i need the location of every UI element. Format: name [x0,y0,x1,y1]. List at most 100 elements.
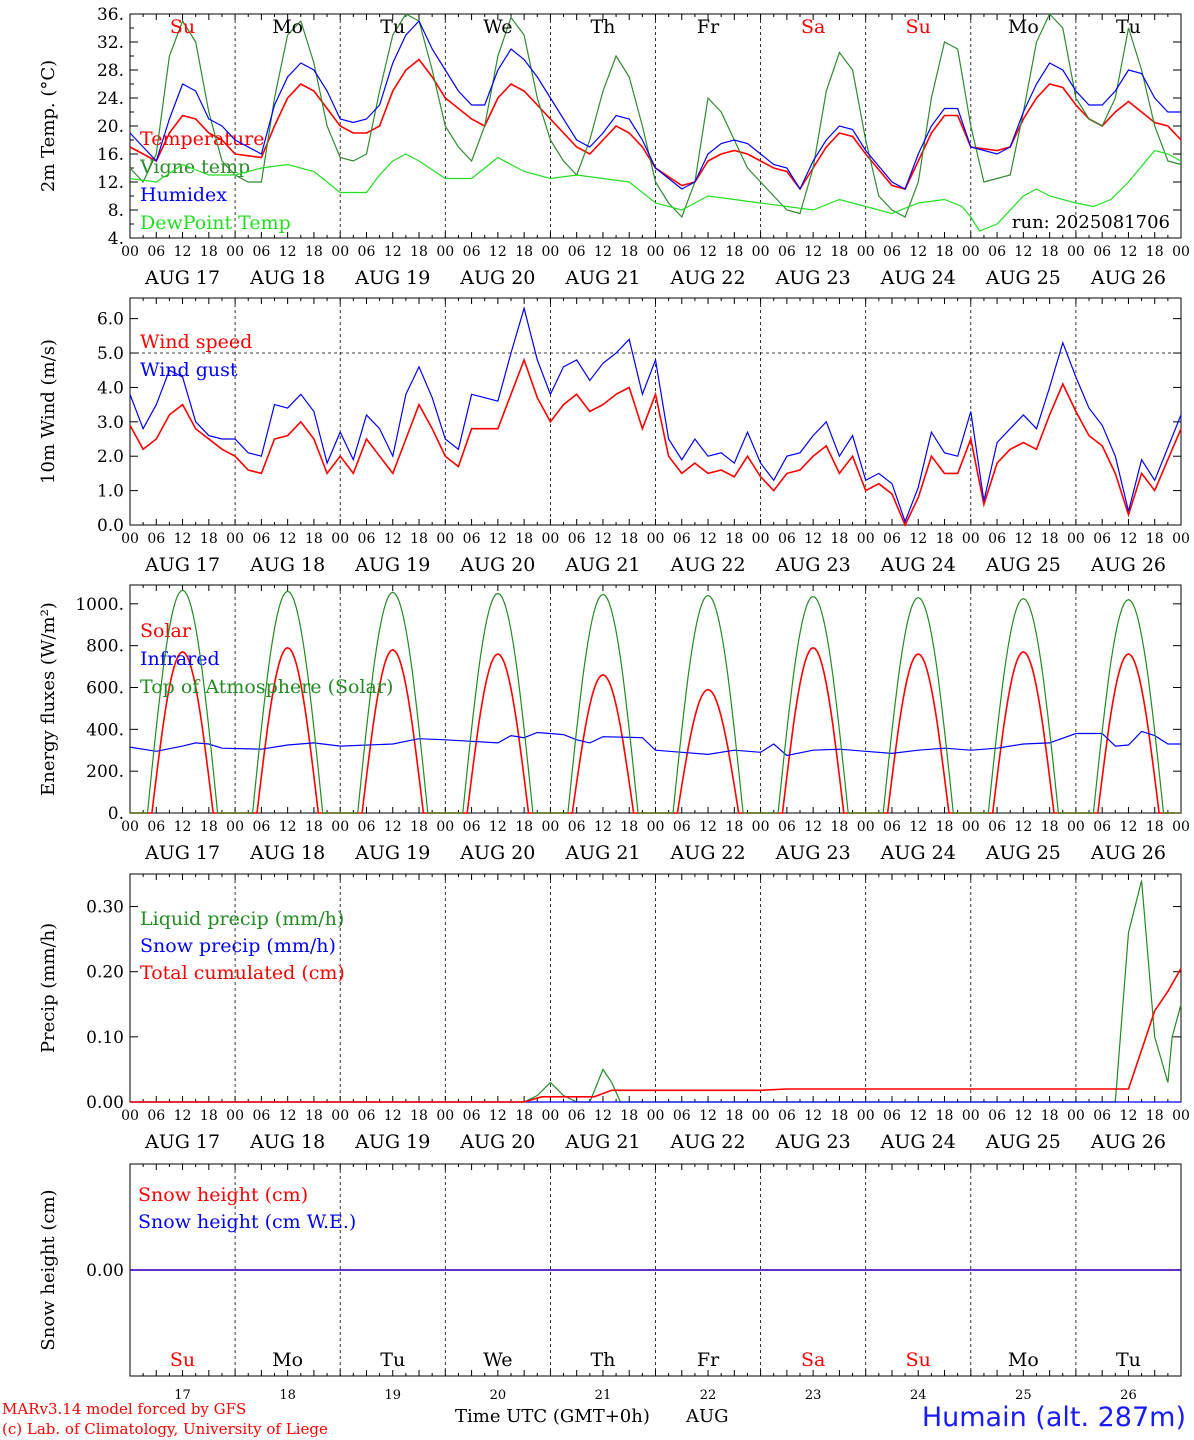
date-label: AUG 18 [249,267,325,289]
hour-label: 06 [568,819,586,835]
hour-label: 18 [936,531,954,547]
series-line-wind-speed [129,357,1182,527]
hour-label: 00 [331,819,349,835]
date-label: AUG 19 [354,267,430,289]
y-axis-label: 2m Temp. (°C) [38,60,59,192]
date-label: AUG 26 [1090,267,1166,289]
hour-label: 18 [410,819,428,835]
hour-label: 00 [331,1108,349,1124]
hour-label: 12 [174,531,192,547]
y-tick-label: 400. [86,720,124,740]
x-axis-month: AUG [686,1406,729,1427]
hour-label: 00 [1172,244,1190,260]
hour-label: 12 [909,531,927,547]
date-label: AUG 20 [459,842,535,864]
weekday-top-fr: Fr [697,16,720,38]
hour-label: 12 [594,1108,612,1124]
day-number: 18 [279,1388,296,1403]
hour-label: 18 [1041,244,1059,260]
hour-label: 18 [831,531,849,547]
hour-label: 18 [200,819,218,835]
hour-label: 00 [752,531,770,547]
weekday-top-su: Su [906,16,931,38]
weekday-bottom-mo: Mo [272,1349,303,1371]
weekday-top-th: Th [590,16,615,38]
date-label: AUG 25 [985,267,1061,289]
hour-label: 12 [804,531,822,547]
hour-label: 18 [305,1108,323,1124]
series-line-wind-gust [129,306,1182,524]
hour-label: 00 [857,1108,875,1124]
hour-label: 06 [358,819,376,835]
hour-label: 06 [463,819,481,835]
hour-label: 00 [226,1108,244,1124]
hour-label: 12 [174,1108,192,1124]
hour-label: 12 [174,819,192,835]
hour-label: 12 [1120,531,1138,547]
hour-label: 18 [200,1108,218,1124]
x-axis-title: Time UTC (GMT+0h) [455,1406,650,1427]
hour-label: 00 [436,819,454,835]
hour-label: 06 [463,531,481,547]
date-label: AUG 25 [985,842,1061,864]
day-number: 19 [384,1388,401,1403]
date-label: AUG 21 [564,554,640,576]
series-line-vigne-temp [129,12,1182,219]
date-label: AUG 19 [354,554,430,576]
hour-label: 06 [673,244,691,260]
date-label: AUG 22 [669,267,745,289]
series-line-liquid-precip-mm-h- [130,880,1182,1103]
hour-label: 06 [988,1108,1006,1124]
hour-label: 06 [147,819,165,835]
hour-label: 12 [804,819,822,835]
hour-label: 12 [909,1108,927,1124]
date-label: AUG 23 [775,267,851,289]
date-label: AUG 25 [985,1131,1061,1153]
weekday-bottom-sa: Sa [801,1349,825,1371]
hour-label: 12 [1014,531,1032,547]
hour-label: 06 [988,244,1006,260]
date-label: AUG 23 [775,842,851,864]
day-number: 22 [700,1388,717,1403]
day-number: 26 [1120,1388,1137,1403]
y-tick-label: 4. [108,229,124,249]
hour-label: 12 [279,244,297,260]
hour-label: 12 [594,819,612,835]
weekday-bottom-tu: Tu [1116,1349,1141,1371]
hour-label: 18 [831,244,849,260]
day-number: 23 [805,1388,822,1403]
weekday-top-tu: Tu [380,16,405,38]
day-number: 17 [174,1388,191,1403]
hour-label: 00 [857,244,875,260]
date-label: AUG 18 [249,1131,325,1153]
hour-label: 06 [252,531,270,547]
hour-label: 18 [515,531,533,547]
date-label: AUG 20 [459,554,535,576]
hour-label: 06 [1093,531,1111,547]
hour-label: 18 [1041,819,1059,835]
legend-liquid-precip-mm-h-: Liquid precip (mm/h) [140,908,344,930]
weekday-bottom-we: We [483,1349,512,1371]
y-tick-label: 8. [108,201,124,221]
hour-label: 06 [147,531,165,547]
hour-label: 06 [568,1108,586,1124]
weekday-bottom-su: Su [906,1349,931,1371]
date-label: AUG 24 [880,1131,956,1153]
hour-label: 00 [121,819,139,835]
y-tick-label: 3.0 [97,413,124,433]
hour-label: 18 [620,244,638,260]
y-tick-label: 1000. [75,595,124,615]
hour-label: 18 [410,244,428,260]
hour-label: 18 [725,819,743,835]
hour-label: 18 [200,531,218,547]
date-label: AUG 20 [459,267,535,289]
hour-label: 18 [831,1108,849,1124]
hour-label: 12 [1120,1108,1138,1124]
hour-label: 00 [647,531,665,547]
legend-snow-height-cm-w-e-: Snow height (cm W.E.) [138,1211,356,1233]
hour-label: 18 [200,244,218,260]
station-name: Humain (alt. 287m) [921,1402,1186,1433]
y-tick-label: 0.20 [86,963,124,983]
hour-label: 00 [226,819,244,835]
day-number: 25 [1015,1388,1032,1403]
